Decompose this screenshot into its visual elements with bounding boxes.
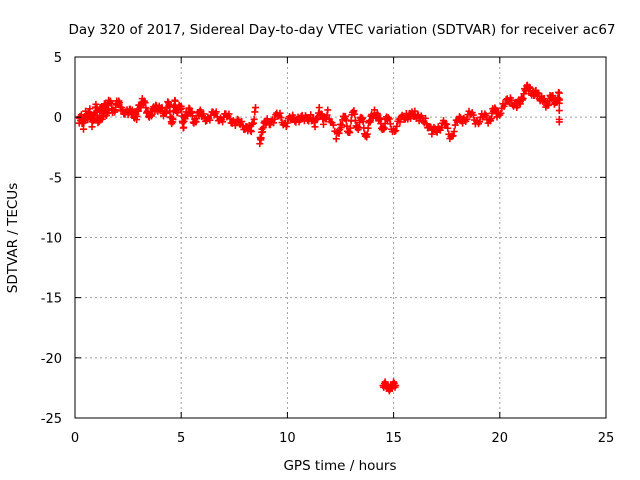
data-point: [86, 105, 94, 113]
data-point: [307, 111, 315, 119]
data-point: [392, 382, 400, 390]
data-point: [443, 120, 451, 128]
data-point: [329, 121, 337, 129]
data-point: [555, 99, 563, 107]
data-point: [250, 115, 258, 123]
data-point: [421, 114, 429, 122]
data-point: [455, 113, 463, 121]
data-point: [463, 115, 471, 123]
data-point: [247, 128, 255, 136]
data-point: [497, 109, 505, 117]
y-tick-label: 0: [54, 111, 62, 126]
x-axis-title: GPS time / hours: [283, 458, 396, 474]
data-point: [270, 119, 278, 127]
data-point: [386, 120, 394, 128]
data-point: [469, 111, 477, 119]
data-point: [282, 123, 290, 131]
data-point: [324, 106, 332, 114]
data-point: [392, 127, 400, 135]
data-point: [396, 118, 404, 126]
x-tick-label: 20: [492, 431, 509, 446]
data-point: [213, 113, 221, 121]
data-point: [225, 110, 233, 118]
data-point: [277, 114, 285, 122]
data-point: [444, 124, 452, 132]
y-tick-label: -10: [41, 232, 62, 247]
data-point: [507, 96, 515, 104]
data-point: [311, 123, 319, 131]
x-tick-labels: 0 5 10 15 20 25: [71, 431, 614, 446]
y-tick-label: -25: [41, 412, 62, 427]
data-point: [171, 97, 179, 105]
y-tick-label: 5: [54, 51, 62, 66]
x-tick-label: 10: [279, 431, 296, 446]
y-axis-title: SDTVAR / TECUs: [5, 183, 21, 293]
data-point: [555, 89, 563, 97]
data-point: [393, 122, 401, 130]
y-tick-label: -15: [41, 292, 62, 307]
data-point: [235, 116, 243, 124]
data-point: [332, 135, 340, 143]
data-point: [238, 118, 246, 126]
x-tick-label: 15: [385, 431, 402, 446]
x-tick-label: 0: [71, 431, 79, 446]
data-point: [315, 104, 323, 112]
data-point: [200, 110, 208, 118]
data-point: [359, 118, 367, 126]
data-point: [231, 121, 239, 129]
data-point: [555, 118, 563, 126]
data-point: [428, 130, 436, 138]
data-point: [555, 107, 563, 115]
data-point: [206, 116, 214, 124]
data-point: [219, 118, 227, 126]
data-point: [363, 130, 371, 138]
y-tick-label: -5: [49, 171, 62, 186]
data-point: [180, 123, 188, 131]
data-point: [346, 124, 354, 132]
data-point: [296, 116, 304, 124]
axis-ticks: [74, 56, 607, 419]
data-point: [283, 119, 291, 127]
y-tick-label: -20: [41, 352, 62, 367]
x-tick-label: 5: [177, 431, 185, 446]
x-tick-label: 25: [598, 431, 615, 446]
data-point: [366, 118, 374, 126]
data-point: [391, 127, 399, 135]
data-point: [449, 132, 457, 140]
data-point: [385, 115, 393, 123]
data-point: [233, 115, 241, 123]
data-point: [320, 120, 328, 128]
data-point: [212, 108, 220, 116]
data-point: [482, 111, 490, 119]
data-point: [351, 110, 359, 118]
y-tick-labels: 5 0 -5 -10 -15 -20 -25: [41, 51, 62, 427]
data-point: [450, 127, 458, 135]
chart-title: Day 320 of 2017, Sidereal Day-to-day VTE…: [68, 22, 615, 38]
data-point: [77, 111, 85, 119]
data-point: [271, 115, 279, 123]
data-point: [178, 104, 186, 112]
data-point: [437, 124, 445, 132]
data-point: [252, 104, 260, 112]
data-points: [75, 81, 563, 395]
data-point: [384, 114, 392, 122]
data-point: [276, 109, 284, 117]
data-point: [169, 115, 177, 123]
data-point: [79, 125, 87, 133]
data-point: [476, 118, 484, 126]
data-point: [342, 116, 350, 124]
data-point: [501, 100, 509, 108]
